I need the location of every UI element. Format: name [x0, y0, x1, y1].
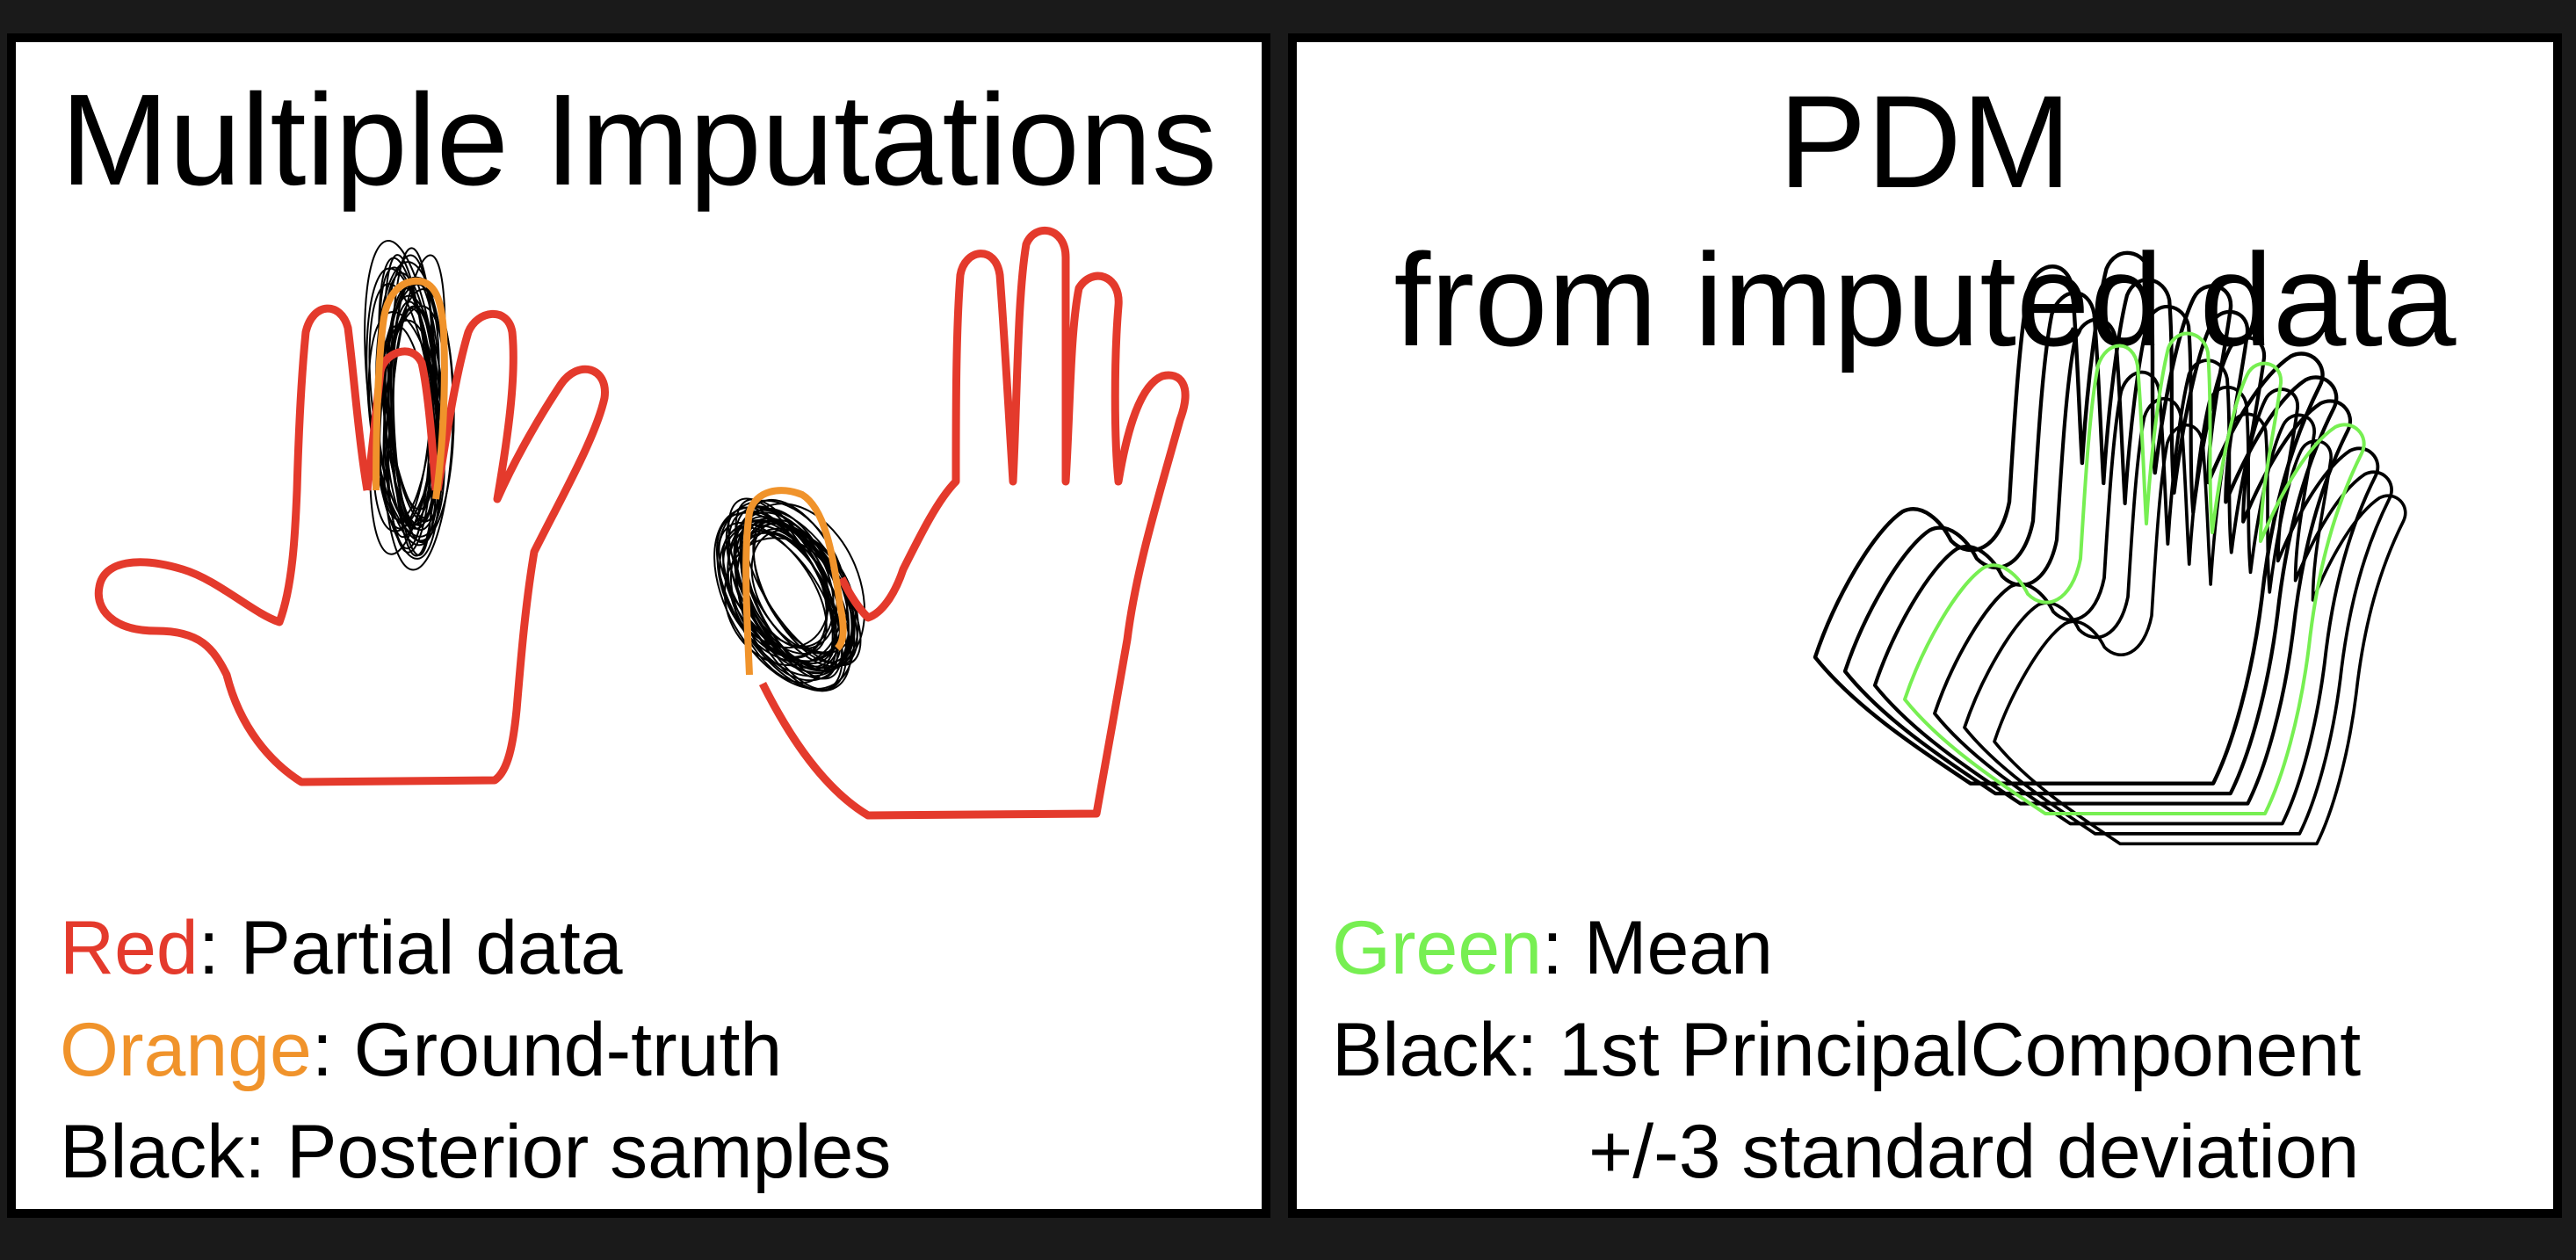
legend-text: : Ground-truth — [311, 1008, 783, 1092]
legend-text: : Partial data — [198, 906, 623, 990]
panel-subtitle: from imputed data — [1393, 226, 2457, 373]
posterior-sample — [378, 257, 438, 544]
component-hand-shape — [1842, 278, 2339, 796]
principal-component-shapes — [1813, 250, 2407, 846]
legend-standard-deviation: +/-3 standard deviation — [1588, 1114, 2359, 1190]
posterior-samples-hand-2 — [713, 497, 866, 692]
panel-title: PDM — [1778, 68, 2072, 215]
posterior-sample — [365, 267, 441, 560]
multiple-imputations-panel: Multiple Imputations Red: Partial data O… — [7, 33, 1270, 1218]
posterior-sample — [379, 266, 439, 518]
pdm-panel: PDM from imputed data Green: Mean Black:… — [1288, 33, 2562, 1218]
ground-truth-hand-2 — [742, 487, 847, 676]
posterior-sample — [744, 517, 837, 668]
legend-principal-component: Black: 1st PrincipalComponent — [1332, 1012, 2361, 1088]
ground-truth-hand-1 — [373, 277, 448, 500]
legend-key-red: Red — [60, 906, 199, 990]
mean-hand-shape — [1903, 331, 2366, 815]
imputation-drawing — [94, 226, 1190, 820]
legend-posterior-samples: Black: Posterior samples — [60, 1114, 891, 1190]
component-hand-shape — [1933, 358, 2380, 826]
legend-key-orange: Orange — [60, 1008, 312, 1092]
legend-mean: Green: Mean — [1332, 910, 1773, 986]
partial-data-hand-1 — [94, 304, 609, 786]
legend-partial-data: Red: Partial data — [60, 910, 623, 986]
posterior-sample — [715, 511, 852, 692]
legend-ground-truth: Orange: Ground-truth — [60, 1012, 782, 1088]
legend-text: Black: 1st PrincipalComponent — [1332, 1008, 2362, 1092]
component-hand-shape — [1813, 250, 2325, 786]
component-hand-shape — [1993, 412, 2407, 846]
component-hand-shape — [1872, 305, 2352, 806]
posterior-sample — [742, 527, 859, 671]
panel-title: Multiple Imputations — [60, 68, 1218, 213]
partial-data-hand-2 — [758, 226, 1190, 820]
legend-text: : Mean — [1542, 906, 1773, 990]
mean-shape — [1903, 331, 2366, 815]
component-hand-shape — [1963, 385, 2393, 836]
legend-text: +/-3 standard deviation — [1588, 1110, 2360, 1194]
pdm-drawing — [1813, 250, 2407, 846]
legend-key-green: Green — [1332, 906, 1543, 990]
posterior-sample — [382, 288, 454, 571]
legend-text: Black: Posterior samples — [60, 1110, 892, 1194]
